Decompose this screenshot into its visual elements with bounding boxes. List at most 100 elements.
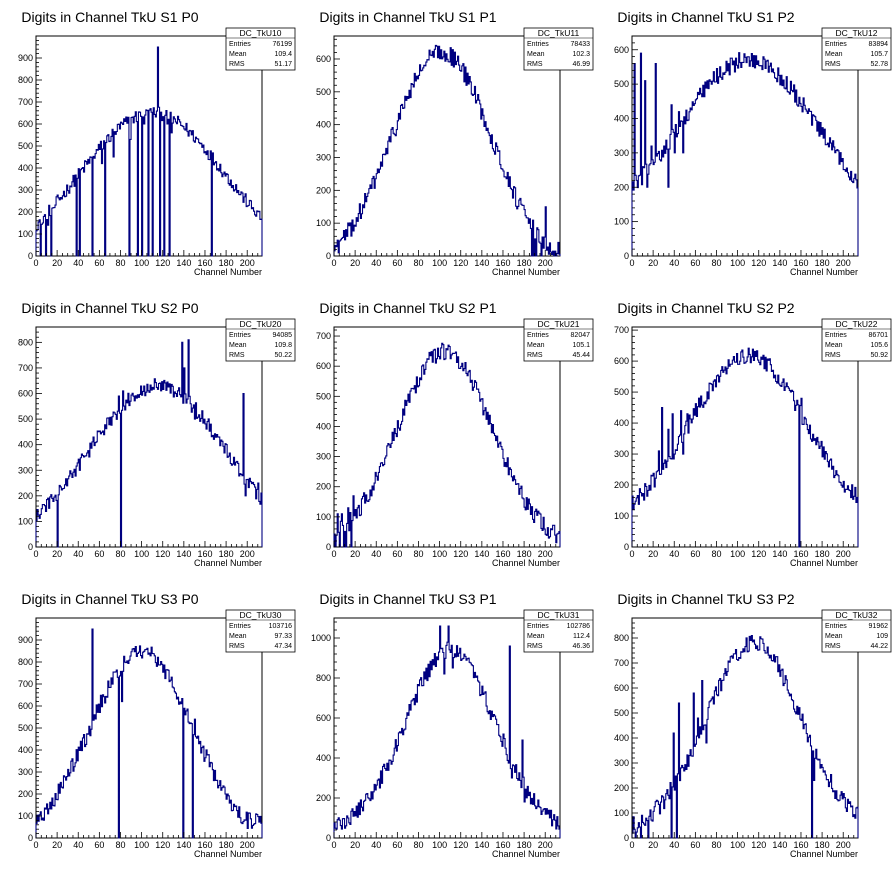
y-tick-label: 500 — [18, 723, 33, 733]
chart-title: Digits in Channel TkU S2 P1 — [319, 300, 496, 316]
stats-label-entries: Entries — [825, 41, 847, 48]
stats-hist-name: DC_TkU11 — [538, 28, 580, 38]
histogram-panel: Digits in Channel TkU S1 P1 0 20 40 60 80 100 1… — [298, 0, 596, 291]
stats-box-frame — [225, 609, 296, 653]
histogram-svg: Digits in Channel TkU S2 P2 0 20 40 60 80 100 1… — [614, 300, 892, 568]
x-tick-label: 120 — [453, 840, 468, 850]
x-tick-label: 180 — [219, 258, 234, 268]
x-tick-label: 140 — [474, 840, 489, 850]
x-axis-label: Channel Number — [492, 849, 560, 859]
stats-hist-name: DC_TkU20 — [239, 319, 281, 329]
stats-value-rms: 46.99 — [572, 61, 590, 68]
histogram-svg: Digits in Channel TkU S3 P0 0 20 40 60 80 100 1… — [18, 591, 296, 859]
y-tick-label: 300 — [18, 767, 33, 777]
x-tick-label: 140 — [176, 840, 191, 850]
stats-value-entries: 94085 — [273, 332, 293, 339]
stats-hist-name: DC_TkU32 — [835, 610, 877, 620]
x-axis-label: Channel Number — [492, 558, 560, 568]
x-tick-label: 120 — [453, 549, 468, 559]
x-tick-label: 80 — [115, 258, 125, 268]
stats-value-entries: 82047 — [571, 332, 591, 339]
y-tick-label: 1000 — [311, 633, 331, 643]
stats-label-entries: Entries — [527, 623, 549, 630]
histogram-panel: Digits in Channel TkU S1 P2 0 20 40 60 80 100 1… — [596, 0, 894, 291]
stats-value-mean: 105.7 — [870, 51, 888, 58]
stats-label-mean: Mean — [825, 51, 843, 58]
y-tick-label: 500 — [614, 708, 629, 718]
stats-label-entries: Entries — [825, 623, 847, 630]
x-tick-label: 140 — [176, 258, 191, 268]
histogram-panel: Digits in Channel TkU S2 P0 0 20 40 60 80 100 1… — [0, 291, 298, 582]
stats-box: DC_TkU11 Entries 78433 Mean 102.3 RMS 46.99 — [523, 27, 594, 71]
y-tick-label: 200 — [614, 182, 629, 192]
stats-value-entries: 86701 — [869, 332, 889, 339]
y-tick-label: 0 — [28, 833, 33, 843]
x-tick-label: 200 — [538, 549, 553, 559]
y-tick-label: 400 — [316, 120, 331, 130]
x-axis-label: Channel Number — [790, 849, 858, 859]
y-tick-label: 200 — [316, 793, 331, 803]
x-tick-label: 60 — [94, 258, 104, 268]
y-tick-label: 300 — [614, 758, 629, 768]
plot-frame — [35, 326, 263, 548]
y-tick-label: 600 — [316, 361, 331, 371]
x-tick-label: 180 — [815, 258, 830, 268]
x-tick-label: 200 — [240, 840, 255, 850]
x-tick-label: 180 — [815, 840, 830, 850]
x-tick-label: 0 — [33, 549, 38, 559]
histogram-svg: Digits in Channel TkU S1 P1 0 20 40 60 80 100 1… — [316, 9, 594, 277]
y-tick-label: 200 — [614, 480, 629, 490]
chart-title: Digits in Channel TkU S2 P2 — [617, 300, 794, 316]
x-tick-label: 120 — [155, 258, 170, 268]
histogram-series-line — [631, 634, 859, 839]
x-tick-label: 40 — [669, 840, 679, 850]
stats-value-rms: 44.22 — [870, 643, 888, 650]
x-tick-label: 200 — [240, 258, 255, 268]
chart-title: Digits in Channel TkU S3 P2 — [617, 591, 794, 607]
y-tick-label: 300 — [614, 449, 629, 459]
y-tick-label: 100 — [614, 808, 629, 818]
x-tick-label: 160 — [197, 258, 212, 268]
y-tick-label: 600 — [316, 713, 331, 723]
histogram-panel: Digits in Channel TkU S2 P1 0 20 40 60 80 100 1… — [298, 291, 596, 582]
plot-frame — [333, 617, 561, 839]
x-tick-label: 80 — [413, 549, 423, 559]
stats-hist-name: DC_TkU30 — [239, 610, 281, 620]
x-tick-label: 40 — [371, 840, 381, 850]
y-tick-label: 0 — [624, 251, 629, 261]
y-tick-label: 600 — [18, 389, 33, 399]
x-tick-label: 80 — [711, 258, 721, 268]
histogram-series-line — [631, 52, 859, 256]
stats-hist-name: DC_TkU12 — [835, 28, 877, 38]
x-tick-label: 100 — [432, 549, 447, 559]
x-axis-label: Channel Number — [194, 558, 262, 568]
x-tick-label: 60 — [690, 549, 700, 559]
stats-label-entries: Entries — [825, 332, 847, 339]
histogram-svg: Digits in Channel TkU S2 P1 0 20 40 60 80 100 1… — [316, 300, 594, 568]
x-tick-label: 200 — [836, 258, 851, 268]
chart-title: Digits in Channel TkU S1 P1 — [319, 9, 496, 25]
histogram-series-line — [35, 628, 263, 839]
histogram-svg: Digits in Channel TkU S3 P2 0 20 40 60 80 100 1… — [614, 591, 892, 859]
y-tick-label: 500 — [614, 387, 629, 397]
y-tick-label: 200 — [316, 185, 331, 195]
x-tick-label: 180 — [517, 258, 532, 268]
y-tick-label: 700 — [614, 658, 629, 668]
stats-value-mean: 102.3 — [572, 51, 590, 58]
y-tick-label: 400 — [316, 421, 331, 431]
stats-label-rms: RMS — [825, 61, 841, 68]
x-tick-label: 100 — [432, 258, 447, 268]
x-tick-label: 180 — [517, 840, 532, 850]
x-tick-label: 20 — [52, 840, 62, 850]
y-tick-label: 100 — [18, 811, 33, 821]
x-tick-label: 100 — [730, 840, 745, 850]
y-tick-label: 500 — [614, 79, 629, 89]
stats-value-mean: 112.4 — [573, 633, 590, 640]
y-tick-label: 700 — [614, 325, 629, 335]
x-tick-label: 80 — [711, 840, 721, 850]
y-tick-label: 800 — [614, 633, 629, 643]
x-tick-label: 120 — [155, 549, 170, 559]
histogram-svg: Digits in Channel TkU S3 P1 0 20 40 60 80 100 1… — [311, 591, 594, 859]
stats-value-rms: 46.36 — [572, 643, 590, 650]
